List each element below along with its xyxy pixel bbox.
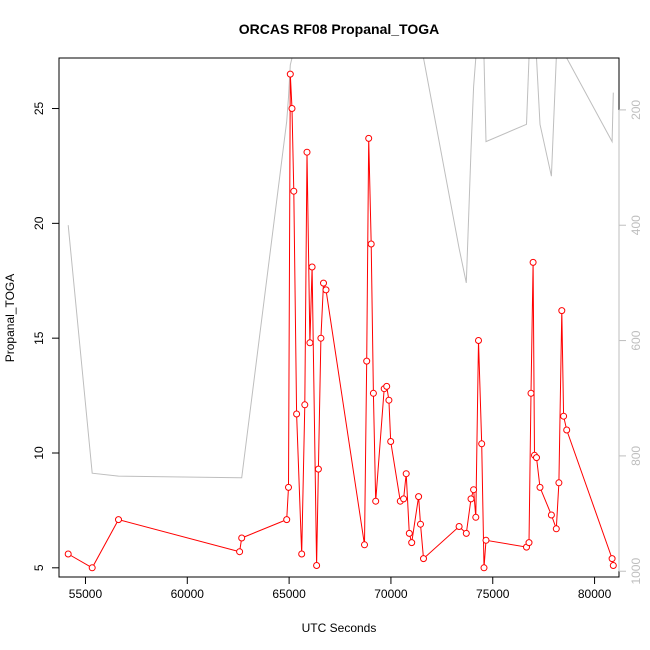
y-tick-label: 5 <box>32 564 46 571</box>
x-axis-label: UTC Seconds <box>302 621 377 635</box>
data-point <box>290 187 298 195</box>
secondary-series-layer <box>67 58 614 479</box>
data-point <box>555 479 563 487</box>
chart-title: ORCAS RF08 Propanal_TOGA <box>239 21 439 37</box>
data-point <box>405 529 413 537</box>
y-tick-label: 20 <box>32 216 46 230</box>
data-point <box>560 412 568 420</box>
data-point <box>387 438 395 445</box>
y-tick-label: 10 <box>32 446 46 460</box>
data-point <box>608 555 616 563</box>
data-point <box>482 536 490 544</box>
data-point <box>298 550 306 558</box>
data-point <box>285 483 292 491</box>
data-point <box>478 440 486 448</box>
x-tick-label: 55000 <box>69 587 103 601</box>
data-point <box>288 105 296 112</box>
x-axis: 55000 60000 65000 70000 75000 80000 <box>69 576 612 601</box>
data-point <box>314 465 322 473</box>
data-point <box>533 454 540 462</box>
data-point <box>472 513 480 521</box>
data-point <box>64 550 72 558</box>
data-point <box>317 334 325 342</box>
data-point <box>383 382 391 390</box>
data-point <box>115 516 122 524</box>
x-tick-label: 65000 <box>272 587 306 601</box>
data-point <box>361 541 368 549</box>
y-axis-right: 200 400 600 800 1000 <box>618 100 643 585</box>
data-point <box>385 396 393 404</box>
data-point <box>308 263 316 271</box>
data-point <box>369 389 377 397</box>
data-point <box>455 523 463 530</box>
y-axis-label: Propanal_TOGA <box>3 274 17 363</box>
x-tick-label: 75000 <box>476 587 510 601</box>
data-point <box>475 337 482 344</box>
data-point <box>236 548 244 556</box>
data-point <box>283 516 291 524</box>
y2-tick-label: 600 <box>629 330 643 350</box>
x-tick-label: 70000 <box>374 587 408 601</box>
data-point <box>525 539 533 547</box>
data-point <box>400 495 408 503</box>
data-point <box>552 525 560 533</box>
y2-tick-label: 400 <box>629 215 643 235</box>
data-point <box>527 389 535 397</box>
data-point <box>408 539 416 547</box>
data-point <box>417 520 424 528</box>
data-point <box>88 564 96 572</box>
data-point <box>301 401 309 409</box>
y2-tick-label: 200 <box>629 100 643 120</box>
data-point <box>563 426 571 434</box>
data-point <box>480 564 488 572</box>
data-point <box>462 529 470 537</box>
data-point <box>558 307 566 315</box>
data-point <box>529 258 537 266</box>
plot-frame <box>58 57 620 578</box>
data-point <box>320 279 327 287</box>
y2-tick-label: 800 <box>629 446 643 466</box>
x-tick-label: 80000 <box>578 587 612 601</box>
data-point <box>365 134 373 142</box>
data-point <box>306 339 314 347</box>
data-point <box>536 483 544 491</box>
data-point <box>415 493 423 501</box>
y-axis-left: 5 10 15 20 25 <box>32 102 60 571</box>
data-point <box>363 357 371 365</box>
data-point <box>322 286 330 294</box>
data-point <box>547 511 555 519</box>
data-point <box>467 495 475 503</box>
primary-series-line <box>67 74 614 569</box>
data-point <box>238 534 246 542</box>
y-tick-label: 25 <box>32 102 46 116</box>
y-tick-label: 15 <box>32 331 46 345</box>
data-point <box>420 555 427 563</box>
data-point <box>286 70 294 78</box>
y2-tick-label: 1000 <box>629 558 643 585</box>
data-point <box>470 486 478 494</box>
data-point <box>303 148 311 156</box>
secondary-series-line <box>67 58 614 479</box>
data-point <box>609 562 617 569</box>
x-tick-label: 60000 <box>171 587 205 601</box>
primary-series-layer <box>64 70 617 572</box>
data-point <box>313 562 321 569</box>
data-point <box>372 497 380 505</box>
data-point <box>293 410 301 418</box>
data-point <box>402 470 410 478</box>
data-point <box>367 240 375 248</box>
